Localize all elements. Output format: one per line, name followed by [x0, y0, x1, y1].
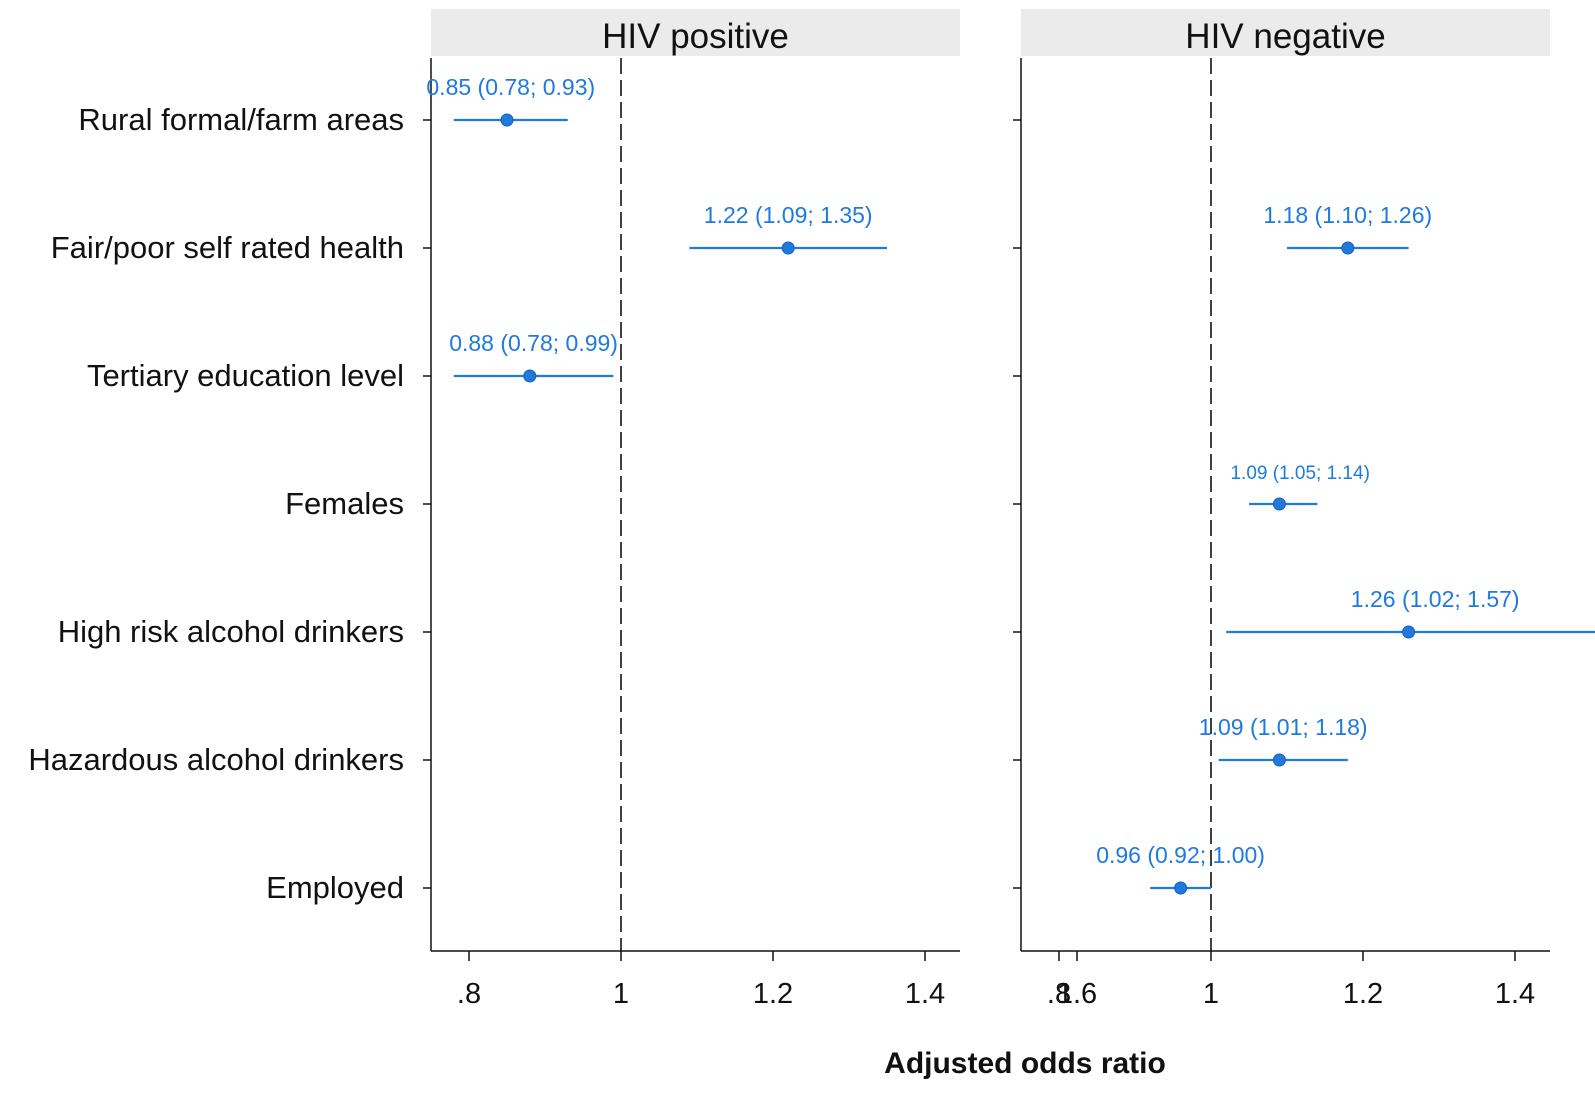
panel-header-2 — [1021, 9, 1550, 56]
x-tick-label: .8 — [1047, 978, 1071, 1010]
data-label: 1.09 (1.01; 1.18) — [1199, 714, 1368, 740]
data-label: 0.85 (0.78; 0.93) — [426, 74, 595, 100]
row-label: Rural formal/farm areas — [78, 102, 404, 137]
x-tick-label: 1.2 — [1343, 978, 1383, 1010]
point-estimate — [1272, 753, 1286, 767]
row-label: Tertiary education level — [87, 358, 404, 393]
point-estimate — [781, 241, 795, 255]
point-estimate — [1174, 881, 1188, 895]
data-label: 1.09 (1.05; 1.14) — [1230, 463, 1369, 484]
panel-title: HIV negative — [1185, 17, 1385, 56]
panel-header-1 — [431, 9, 960, 56]
x-tick-label: 1 — [1203, 978, 1219, 1010]
data-label: 0.88 (0.78; 0.99) — [449, 330, 618, 356]
x-tick-label: 1.4 — [1495, 978, 1535, 1010]
x-tick-label: .8 — [457, 978, 481, 1010]
panel-title: HIV positive — [602, 17, 789, 56]
data-label: 1.22 (1.09; 1.35) — [704, 202, 873, 228]
x-axis-title: Adjusted odds ratio — [884, 1047, 1166, 1080]
row-label: Hazardous alcohol drinkers — [28, 742, 404, 777]
row-label: Females — [285, 486, 404, 521]
row-label: Employed — [266, 870, 404, 905]
row-label: Fair/poor self rated health — [51, 230, 404, 265]
data-label: 1.26 (1.02; 1.57) — [1351, 586, 1520, 612]
x-tick-label: 1 — [613, 978, 629, 1010]
x-tick-label: 1.6 — [1057, 978, 1097, 1010]
row-label: High risk alcohol drinkers — [58, 614, 404, 649]
point-estimate — [1341, 241, 1355, 255]
x-tick-label: 1.2 — [753, 978, 793, 1010]
data-label: 1.18 (1.10; 1.26) — [1263, 202, 1432, 228]
point-estimate — [500, 113, 514, 127]
point-estimate — [1272, 497, 1286, 511]
point-estimate — [523, 369, 537, 383]
point-estimate — [1402, 625, 1416, 639]
x-tick-label: 1.4 — [905, 978, 945, 1010]
data-label: 0.96 (0.92; 1.00) — [1096, 842, 1265, 868]
